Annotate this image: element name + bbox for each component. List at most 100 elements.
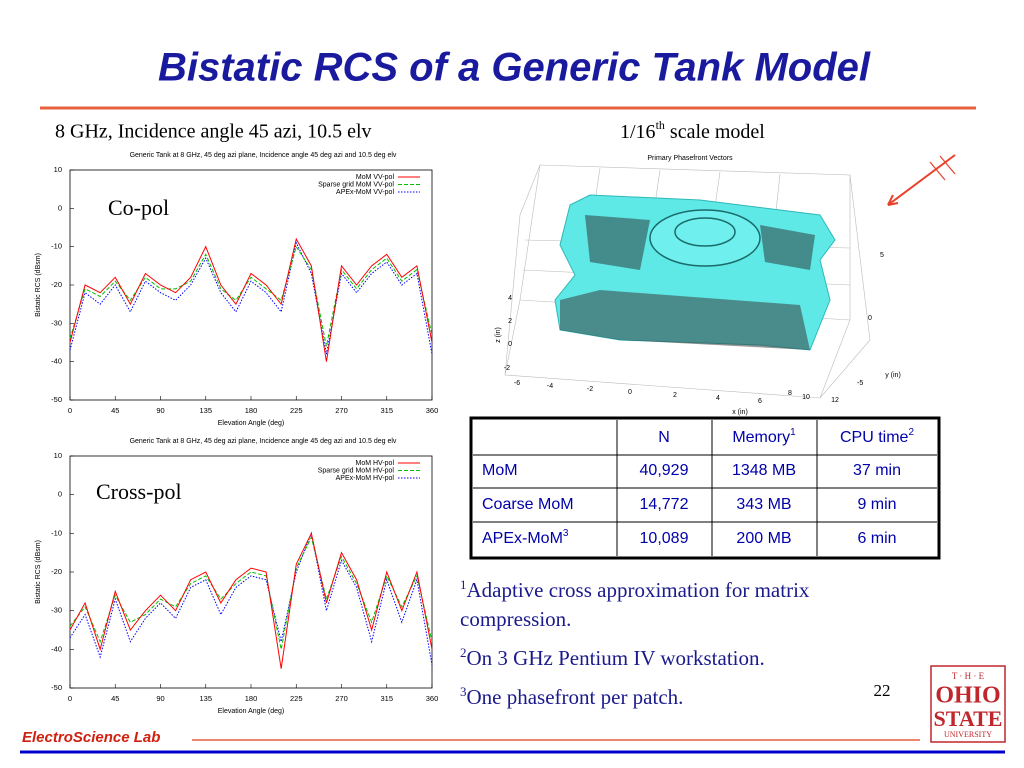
logo-text: T · H · E (952, 671, 985, 681)
cell-sup: 2 (908, 427, 914, 438)
footnote-text: Adaptive cross approximation for matrix … (460, 578, 810, 631)
footnotes: 1Adaptive cross approximation for matrix… (460, 570, 905, 716)
cell-text: 14,772 (640, 496, 689, 513)
x-axis-label: Elevation Angle (deg) (218, 420, 285, 427)
y-tick-label: -10 (51, 242, 62, 251)
footnote-mark: 3 (460, 684, 467, 699)
cell-text: Coarse MoM (482, 496, 574, 513)
model-tick-label: 0 (868, 315, 872, 322)
y-axis-label: Bistatic RCS (dBsm) (35, 540, 42, 604)
cell-text: 37 min (853, 462, 901, 479)
cell-text: 40,929 (640, 462, 689, 479)
cell-text: 6 min (857, 530, 896, 547)
model-tick-label: -5 (857, 380, 863, 387)
table-cell: 37 min (853, 462, 901, 479)
x-tick-label: 315 (380, 406, 393, 415)
model-plot-title: Primary Phasefront Vectors (647, 155, 733, 162)
table-cell: 343 MB (736, 496, 791, 513)
model-tick-label: 4 (508, 295, 512, 302)
y-axis-label: Bistatic RCS (dBsm) (35, 253, 42, 317)
y-tick-label: 0 (58, 490, 62, 499)
series-line (69, 237, 433, 362)
x-tick-label: 360 (426, 406, 439, 415)
y-tick-label: -50 (51, 683, 62, 692)
model-tick-label: -6 (514, 380, 520, 387)
series-line (69, 531, 433, 665)
footnote: 2On 3 GHz Pentium IV workstation. (460, 638, 905, 673)
model-tick-label: 8 (788, 390, 792, 397)
y-tick-label: -30 (51, 606, 62, 615)
cell-text: N (658, 429, 670, 446)
series-line (69, 531, 433, 669)
table-cell: 200 MB (736, 530, 791, 547)
legend-label: Sparse grid MoM HV-pol (318, 467, 395, 474)
cell-text: 1348 MB (732, 462, 796, 479)
page-number: 22 (874, 681, 891, 700)
x-tick-label: 270 (335, 694, 348, 703)
chart-title: Generic Tank at 8 GHz, 45 deg azi plane,… (130, 438, 397, 445)
x-tick-label: 0 (68, 694, 72, 703)
model-tick-label: 4 (716, 395, 720, 402)
y-tick-label: -20 (51, 280, 62, 289)
cell-text: APEx-MoM (482, 530, 563, 547)
model-axis-label: x (in) (732, 409, 748, 416)
caption-sup: th (656, 118, 665, 132)
footnote-mark: 1 (460, 577, 467, 592)
y-tick-label: -30 (51, 318, 62, 327)
left-caption: 8 GHz, Incidence angle 45 azi, 10.5 elv (55, 121, 372, 143)
incidence-arrow (887, 154, 956, 206)
cell-text: 343 MB (736, 496, 791, 513)
x-tick-label: 90 (156, 694, 164, 703)
cell-sup: 3 (563, 528, 569, 539)
logo-text: OHIO (935, 683, 1000, 709)
x-tick-label: 180 (245, 406, 258, 415)
legend-label: Sparse grid MoM VV-pol (318, 181, 394, 188)
x-tick-label: 315 (380, 694, 393, 703)
chart-annotation: Co-pol (108, 195, 169, 220)
x-tick-label: 360 (426, 694, 439, 703)
y-tick-label: 0 (58, 203, 62, 212)
series-line (69, 535, 433, 650)
footnote: 3One phasefront per patch. (460, 677, 905, 712)
model-tick-label: -2 (587, 386, 593, 393)
table-cell: APEx-MoM3 (482, 528, 569, 548)
table-cell: 10,089 (640, 530, 689, 547)
cell-text: CPU time (840, 429, 909, 446)
x-tick-label: 225 (290, 406, 303, 415)
y-tick-label: -50 (51, 395, 62, 404)
table-cell: 14,772 (640, 496, 689, 513)
model-tick-label: -4 (547, 383, 553, 390)
footnote-text: On 3 GHz Pentium IV workstation. (466, 646, 765, 670)
legend-label: APEx-MoM VV-pol (336, 189, 394, 196)
caption-part: scale model (665, 121, 765, 143)
cell-text: 9 min (857, 496, 896, 513)
model-tick-label: 2 (673, 392, 677, 399)
footnote-mark: 2 (460, 645, 467, 660)
model-tick-label: 10 (802, 394, 810, 401)
caption-part: 1/16 (620, 121, 656, 143)
x-tick-label: 270 (335, 406, 348, 415)
y-tick-label: -40 (51, 644, 62, 653)
slide-title: Bistatic RCS of a Generic Tank Model (158, 46, 871, 90)
logo-text: STATE (934, 706, 1003, 731)
y-tick-label: 10 (54, 451, 62, 460)
y-tick-label: 10 (54, 165, 62, 174)
table-cell: 40,929 (640, 462, 689, 479)
series-line (69, 245, 433, 347)
right-caption: 1/16th scale model (620, 118, 765, 143)
y-tick-label: -40 (51, 357, 62, 366)
tank-model (554, 194, 836, 351)
x-tick-label: 90 (156, 406, 164, 415)
table-cell: Coarse MoM (482, 496, 574, 513)
logo-text: UNIVERSITY (944, 730, 992, 739)
y-tick-label: -10 (51, 528, 62, 537)
table-cell: 1348 MB (732, 462, 796, 479)
footer-label: ElectroScience Lab (22, 729, 160, 746)
y-tick-label: -20 (51, 567, 62, 576)
model-tick-label: -2 (504, 365, 510, 372)
x-axis-label: Elevation Angle (deg) (218, 708, 285, 715)
legend-label: APEx-MoM HV-pol (336, 475, 395, 482)
model-tick-label: 2 (508, 318, 512, 325)
chart-annotation: Cross-pol (96, 479, 182, 504)
x-tick-label: 225 (290, 694, 303, 703)
